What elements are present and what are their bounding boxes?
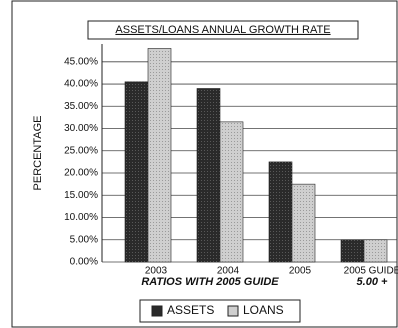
legend-label: LOANS <box>243 303 284 317</box>
y-tick-label: 35.00% <box>64 101 98 112</box>
annotation: 5.00 + <box>357 276 388 288</box>
y-tick-label: 15.00% <box>64 190 98 201</box>
x-tick-label: 2005 GUIDE <box>344 266 398 277</box>
bar-texture <box>148 48 171 263</box>
legend-swatch <box>151 305 163 317</box>
x-tick-label: 2005 <box>289 266 312 277</box>
chart-title: ASSETS/LOANS ANNUAL GROWTH RATE <box>115 24 330 36</box>
title-box <box>87 20 359 40</box>
bar-texture <box>125 81 148 262</box>
y-tick-label: 5.00% <box>70 234 98 245</box>
bar-texture <box>341 239 364 262</box>
y-tick-label: 45.00% <box>64 56 98 67</box>
legend-box <box>139 299 301 323</box>
y-axis-label: PERCENTAGE <box>32 116 44 191</box>
bar-texture <box>220 121 243 262</box>
y-tick-label: 40.00% <box>64 79 98 90</box>
legend-swatch <box>227 305 239 317</box>
legend-label: ASSETS <box>167 303 214 317</box>
bar-texture <box>292 184 315 262</box>
y-tick-label: 20.00% <box>64 168 98 179</box>
x-tick-label: 2004 <box>217 266 240 277</box>
bar-texture <box>364 239 387 262</box>
x-axis-label: RATIOS WITH 2005 GUIDE <box>141 276 279 288</box>
y-tick-label: 30.00% <box>64 123 98 134</box>
bar-texture <box>197 88 220 262</box>
y-tick-label: 10.00% <box>64 212 98 223</box>
y-tick-label: 0.00% <box>70 257 98 268</box>
y-tick-label: 25.00% <box>64 145 98 156</box>
bar-texture <box>269 161 292 262</box>
x-tick-label: 2003 <box>145 266 168 277</box>
